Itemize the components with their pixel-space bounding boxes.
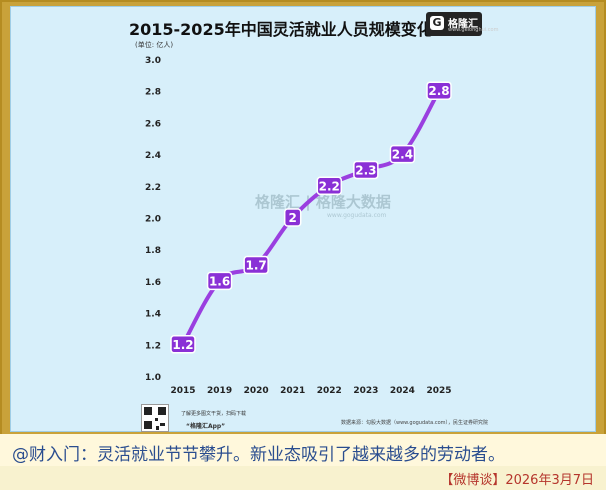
brand-url: www.gelonghui.com xyxy=(448,27,499,33)
data-point-marker xyxy=(353,160,379,180)
date-bar: 【微博谈】2026年3月7日 xyxy=(0,466,606,490)
data-label: 1.2 xyxy=(172,338,193,352)
x-tick-label: 2023 xyxy=(353,386,378,396)
y-tick-label: 2.2 xyxy=(145,183,161,193)
brand-g-icon: G xyxy=(430,16,444,30)
caption-bar: @财入门：灵活就业节节攀升。新业态吸引了越来越多的劳动者。 xyxy=(0,434,606,466)
x-tick-label: 2021 xyxy=(280,386,305,396)
x-tick-label: 2025 xyxy=(426,386,451,396)
data-label: 2.3 xyxy=(355,163,376,177)
watermark-text: 格隆汇 | 格隆大数据 xyxy=(255,193,391,211)
series-line xyxy=(181,88,441,347)
data-label: 2.4 xyxy=(392,148,413,162)
data-label: 2.8 xyxy=(428,84,449,98)
y-tick-label: 1.4 xyxy=(145,310,161,320)
date-label: 【微博谈】2026年3月7日 xyxy=(440,473,594,488)
data-point-marker xyxy=(316,176,343,196)
chart-title: 2015-2025年中国灵活就业人员规模变化 xyxy=(129,20,433,39)
qr-code-icon[interactable] xyxy=(141,404,169,432)
x-tick-label: 2015 xyxy=(170,386,195,396)
data-point-marker xyxy=(243,255,269,275)
x-tick-label: 2019 xyxy=(207,386,232,396)
y-tick-label: 2.4 xyxy=(145,151,161,161)
data-source: 数据来源：勾股大数据（www.gogudata.com），民生证券研究院 xyxy=(341,420,489,426)
watermark-url: www.gogudata.com xyxy=(327,212,387,219)
brand-name: 格隆汇 xyxy=(448,19,478,30)
footer-note: 了解更多图文干货，扫码下载 xyxy=(181,411,247,417)
data-label: 1.7 xyxy=(246,259,267,273)
data-point-marker xyxy=(389,144,416,164)
y-tick-label: 1.0 xyxy=(145,373,161,383)
data-point-marker xyxy=(426,81,452,100)
y-tick-label: 1.2 xyxy=(145,341,161,351)
data-point-marker xyxy=(170,335,196,354)
y-axis-unit-label: (单位: 亿人) xyxy=(135,41,174,49)
chart-card: 2015-2025年中国灵活就业人员规模变化 G 格隆汇 www.gelongh… xyxy=(10,6,596,432)
footer-app-name: “格隆汇App” xyxy=(186,423,226,430)
y-tick-label: 2.6 xyxy=(145,119,161,129)
y-tick-label: 2.0 xyxy=(145,215,161,225)
line-chart: 1.0 1.2 1.4 1.6 1.8 2.0 2.2 2.4 2.6 2.8 3.0 2015 201… xyxy=(145,56,452,396)
caption-text: @财入门：灵活就业节节攀升。新业态吸引了越来越多的劳动者。 xyxy=(12,445,505,465)
watermark: 格隆汇 | 格隆大数据 www.gogudata.com xyxy=(255,191,391,219)
x-tick-label: 2024 xyxy=(390,386,415,396)
data-point-marker xyxy=(283,208,302,227)
data-point-marker xyxy=(206,271,233,291)
y-tick-label: 3.0 xyxy=(145,56,161,66)
y-tick-label: 1.6 xyxy=(145,278,161,288)
y-tick-label: 1.8 xyxy=(145,246,161,256)
y-tick-label: 2.8 xyxy=(145,88,161,98)
data-label: 1.6 xyxy=(209,274,230,288)
x-tick-label: 2022 xyxy=(317,386,342,396)
brand-logo: G 格隆汇 www.gelonghui.com xyxy=(426,12,498,36)
x-tick-label: 2020 xyxy=(244,386,269,396)
data-label: 2 xyxy=(289,211,297,225)
data-label: 2.2 xyxy=(319,179,340,193)
